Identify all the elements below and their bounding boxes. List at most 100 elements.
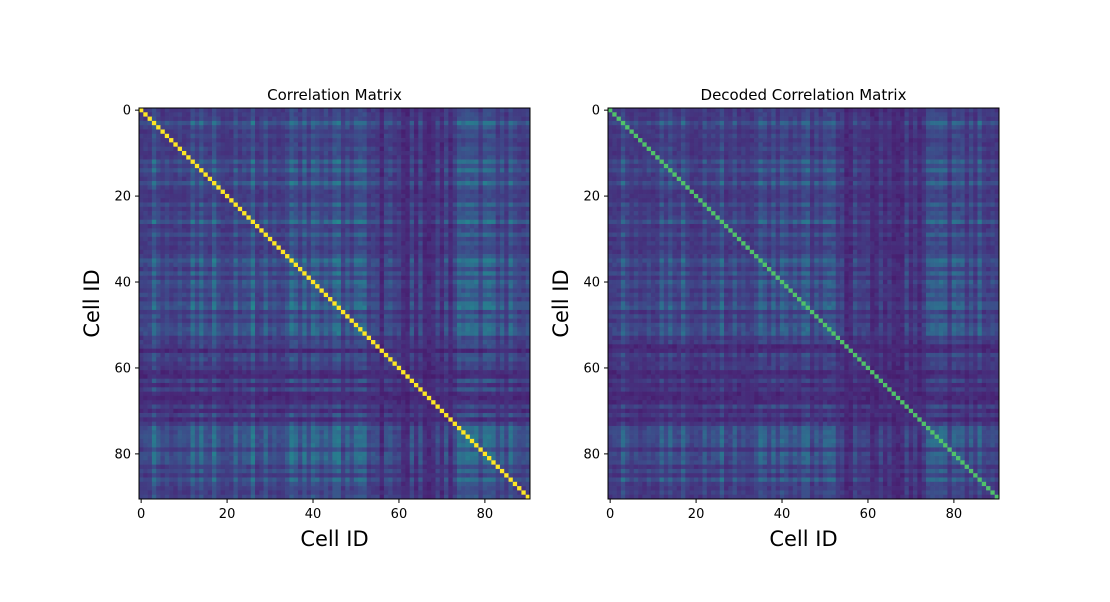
heatmap-cell [289,202,295,208]
heatmap-cell [336,224,342,229]
heatmap-cell [418,275,423,281]
heatmap-cell [491,271,496,276]
heatmap-cell [478,245,484,251]
heatmap-cell [199,275,204,281]
heatmap-cell [306,318,312,324]
heatmap-cell [478,275,484,281]
heatmap-cell [517,271,522,276]
heatmap-cell [371,292,376,298]
heatmap-cell [366,262,372,268]
heatmap-cell [259,232,264,238]
heatmap-cell [487,262,492,268]
heatmap-cell [139,249,144,255]
heatmap-cell [237,228,243,233]
heatmap-cell [409,314,415,319]
heatmap-cell [495,215,501,221]
heatmap-cell [371,211,376,216]
heatmap-cell [353,172,359,178]
heatmap-cell [371,116,376,122]
heatmap-cell [328,340,333,345]
heatmap-cell [263,159,269,165]
heatmap-cell [448,262,454,268]
heatmap-cell [388,163,393,169]
heatmap-cell [246,176,252,182]
heatmap-cell [482,249,488,255]
heatmap-cell [237,258,243,264]
heatmap-cell [177,327,183,332]
heatmap-cell [388,262,393,268]
heatmap-cell [413,232,419,238]
heatmap-cell [465,254,471,259]
heatmap-cell [272,146,277,152]
heatmap-cell [392,181,398,186]
heatmap-cell [452,189,458,195]
heatmap-cell [418,331,423,337]
heatmap-cell [435,228,441,233]
heatmap-cell [212,275,217,281]
heatmap-cell [328,108,333,113]
heatmap-cell [328,185,333,190]
heatmap-cell [482,279,488,285]
heatmap-cell [229,172,234,178]
heatmap-cell [508,236,514,242]
heatmap-cell [246,163,252,169]
heatmap-cell [366,236,372,242]
heatmap-cell [267,133,273,139]
heatmap-cell [272,279,277,285]
heatmap-cell [439,224,445,229]
heatmap-cell [280,318,286,324]
heatmap-cell [246,279,252,285]
heatmap-cell [465,150,471,156]
heatmap-cell [169,120,174,126]
heatmap-cell [388,215,393,221]
heatmap-cell [413,236,419,242]
heatmap-cell [199,159,204,165]
heatmap-cell [220,112,226,117]
heatmap-cell [255,206,260,212]
heatmap-cell [272,116,277,122]
heatmap-cell [310,176,316,182]
heatmap-cell [203,211,209,216]
heatmap-cell [156,322,161,328]
heatmap-cell [319,236,325,242]
heatmap-cell [186,159,191,165]
heatmap-cell [224,150,230,156]
heatmap-cell [508,112,514,117]
heatmap-cell [151,236,157,242]
heatmap-cell [156,185,161,190]
heatmap-cell [379,245,385,251]
heatmap-cell [164,292,170,298]
heatmap-cell [465,318,471,324]
heatmap-cell [371,224,376,229]
heatmap-cell [272,172,277,178]
heatmap-cell [469,236,475,242]
heatmap-cell [487,327,492,332]
heatmap-cell [512,331,518,337]
heatmap-cell [409,288,415,294]
heatmap-cell [448,189,454,195]
heatmap-cell [181,288,187,294]
heatmap-cell [297,301,303,306]
heatmap-cell [315,254,320,259]
heatmap-cell [302,279,307,285]
heatmap-cell [280,206,286,212]
heatmap-cell [224,224,230,229]
heatmap-cell [177,254,183,259]
heatmap-cell [358,211,363,216]
heatmap-cell [263,245,269,251]
heatmap-cell [306,262,312,268]
heatmap-cell [203,120,209,126]
heatmap-cell [315,236,320,242]
heatmap-cell [525,271,531,276]
heatmap-cell [426,236,432,242]
heatmap-cell [229,116,234,122]
heatmap-cell [358,297,363,302]
heatmap-cell [280,266,286,272]
heatmap-cell [328,266,333,272]
heatmap-cell [160,262,166,268]
heatmap-cell [336,236,342,242]
heatmap-cell [525,284,531,289]
heatmap-cell [461,219,466,225]
heatmap-cell [456,108,462,113]
heatmap-cell [525,138,531,143]
